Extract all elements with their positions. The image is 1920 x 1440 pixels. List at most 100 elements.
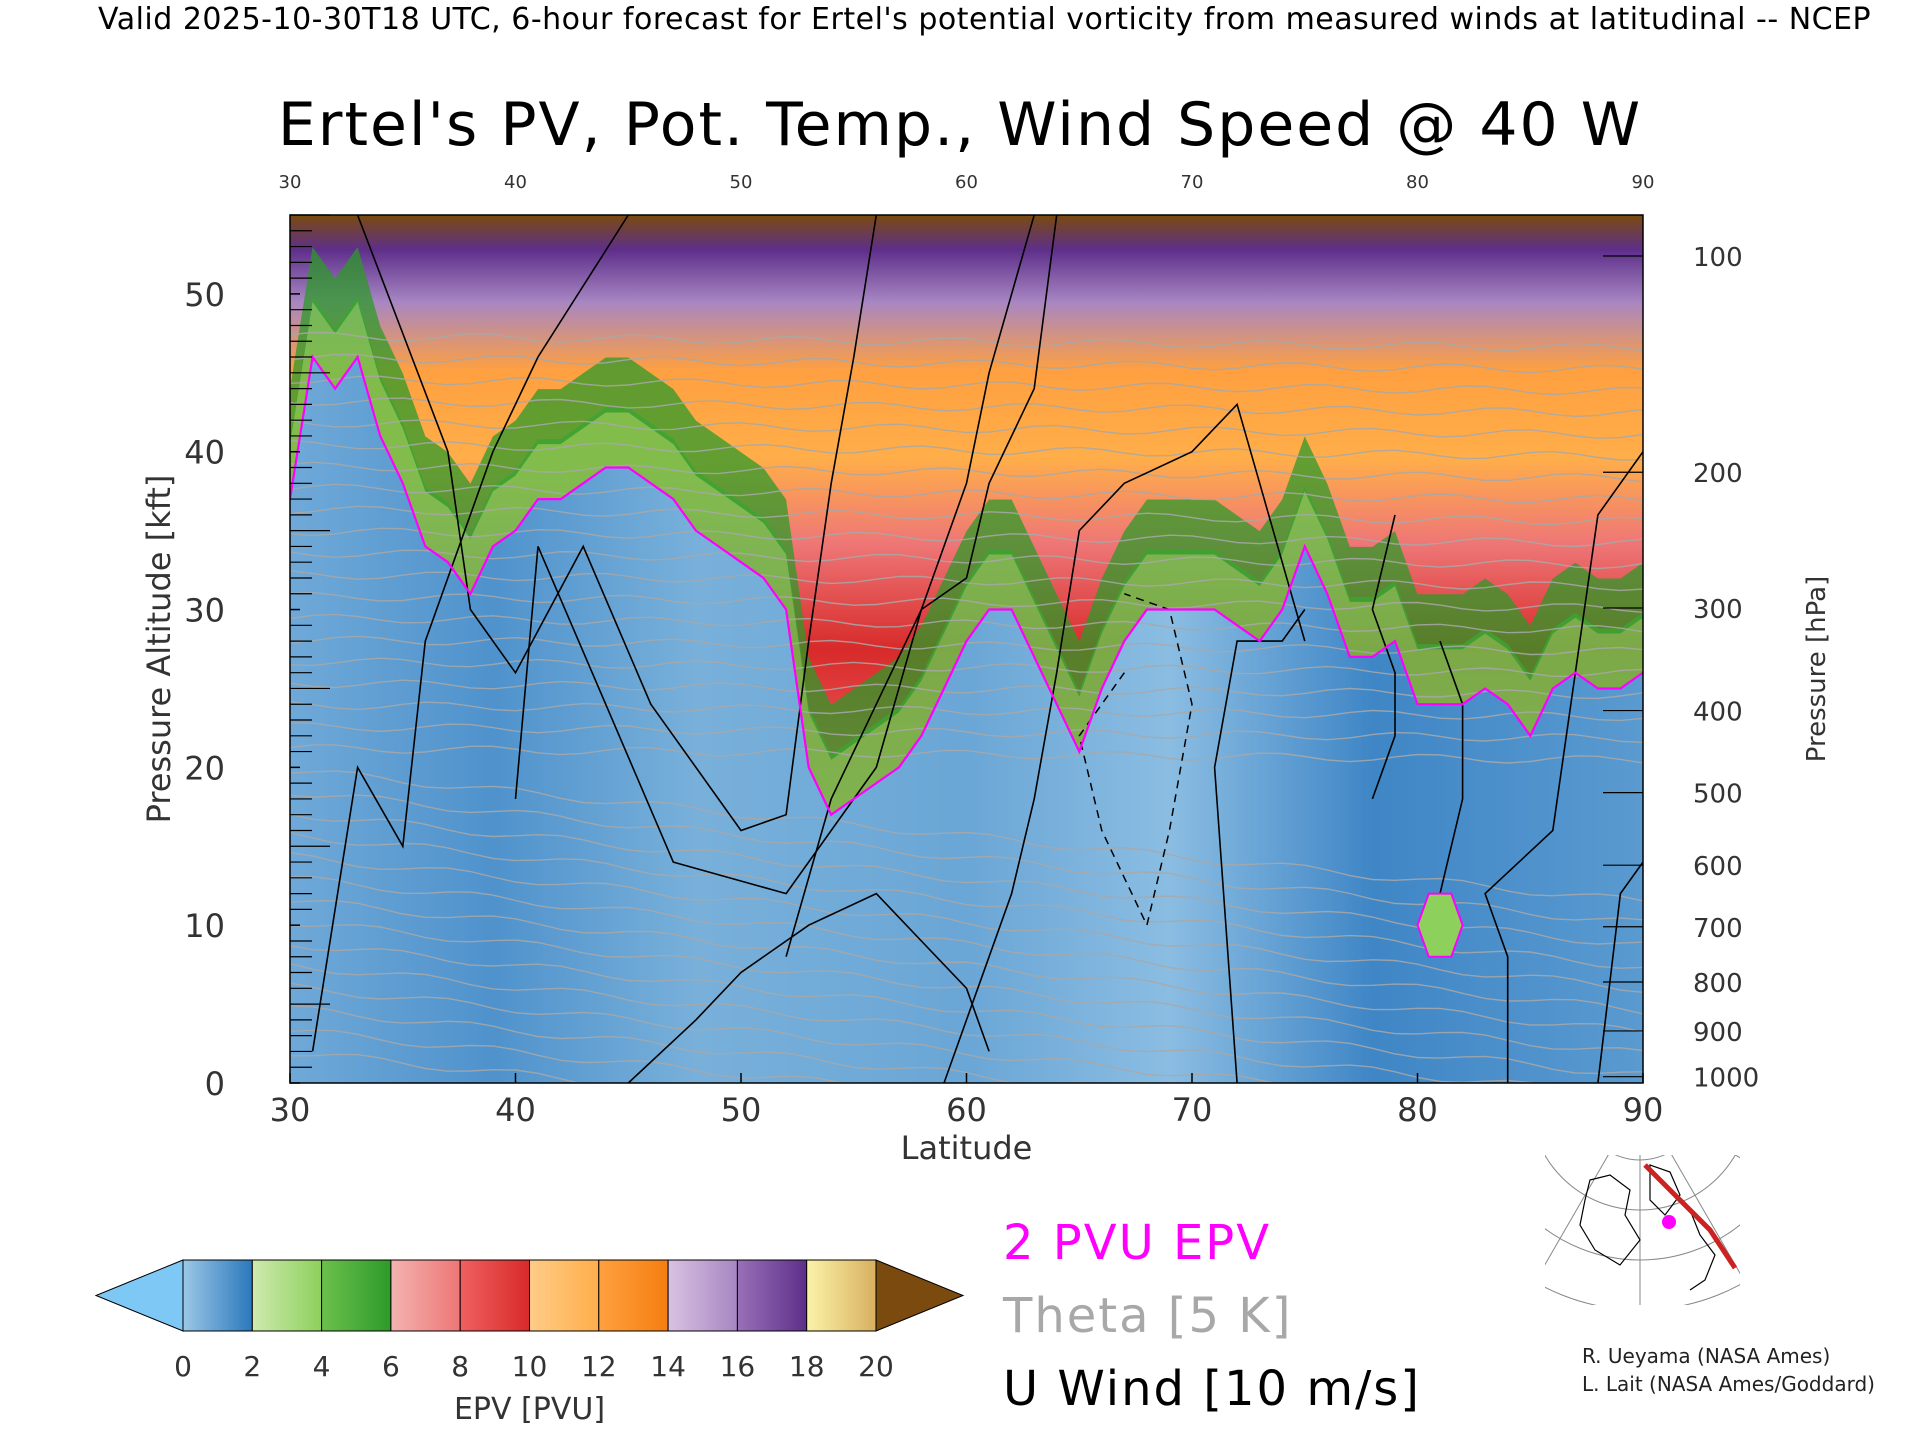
x-tick-label: 70 [1172, 1091, 1213, 1129]
theta-contour-line [290, 679, 1643, 700]
theta-contour-line [290, 439, 1643, 461]
map-coastline [1579, 1174, 1641, 1266]
uwind-contour-line [1597, 861, 1643, 1083]
y-axis-label: Pressure Altitude [kft] [140, 475, 178, 824]
x-top-tick-label: 80 [1406, 172, 1429, 193]
map-meridian [1734, 1155, 1740, 1159]
colorbar-bin [667, 1259, 738, 1332]
colorbar-bin [390, 1259, 461, 1332]
x-top-tick-label: 50 [730, 172, 753, 193]
uwind-contour-line [943, 402, 1306, 1083]
pressure-tick-label: 1000 [1693, 1064, 1759, 1094]
x-axis-label: Latitude [901, 1129, 1033, 1167]
pv-band-2-4 [290, 297, 1643, 815]
chart-title: Ertel's PV, Pot. Temp., Wind Speed @ 40 … [277, 90, 1643, 160]
theta-contour-line [290, 549, 1643, 570]
pressure-tick-label: 300 [1693, 595, 1743, 625]
forecast-headline: Valid 2025-10-30T18 UTC, 6-hour forecast… [98, 2, 1872, 37]
uwind-contour-line [1484, 451, 1643, 1083]
theta-contour-line [290, 770, 1643, 902]
colorbar-bin [459, 1259, 531, 1332]
theta-contour-line [290, 657, 1643, 677]
theta-contour-line [290, 700, 1643, 722]
uwind-contour-line [1371, 514, 1396, 800]
theta-contour-line [290, 744, 1643, 764]
theta-contour-line [290, 570, 1643, 592]
y-tick-label: 20 [184, 749, 225, 787]
legend-2pvu-label: 2 PVU EPV [1003, 1215, 1272, 1271]
theta-contour-line [290, 527, 1643, 548]
x-tick-label: 40 [495, 1091, 536, 1129]
pressure-tick-label: 500 [1693, 780, 1743, 810]
colorbar-bin [598, 1259, 669, 1332]
y2-axis-label: Pressure [hPa] [1802, 576, 1832, 763]
colorbar-bin [736, 1259, 808, 1332]
y-tick-label: 0 [205, 1065, 225, 1103]
theta-contour-line [290, 982, 1275, 1083]
theta-contour-line [290, 353, 1643, 374]
colorbar-underflow [94, 1259, 184, 1332]
uwind-contour-line [1213, 609, 1306, 1083]
theta-contour-line [290, 831, 1643, 969]
uwind-contour-line [627, 892, 990, 1083]
map-location-marker [1662, 1215, 1676, 1229]
y-tick-label: 50 [184, 276, 225, 314]
colorbar-title: EPV [PVU] [454, 1392, 605, 1427]
map-meridian [1671, 1155, 1740, 1275]
colorbar-bin [529, 1259, 600, 1332]
pressure-tick-label: 900 [1693, 1018, 1743, 1048]
x-tick-label: 50 [721, 1091, 762, 1129]
colorbar-tick-label: 2 [243, 1350, 261, 1383]
x-top-tick-label: 60 [955, 172, 978, 193]
x-tick-label: 90 [1623, 1091, 1664, 1129]
credit-line-2: L. Lait (NASA Ames/Goddard) [1582, 1372, 1875, 1396]
theta-contour-line [290, 1005, 1100, 1083]
pressure-tick-label: 100 [1693, 243, 1743, 273]
legend-uwind-label: U Wind [10 m/s] [1003, 1361, 1422, 1417]
uwind-contour-line [356, 215, 878, 832]
map-coastline [1649, 1164, 1681, 1216]
colorbar-tick-label: 6 [382, 1350, 400, 1383]
x-top-tick-label: 70 [1181, 172, 1204, 193]
uwind-contour-line [785, 215, 1058, 957]
y-tick-label: 40 [184, 434, 225, 472]
theta-contour-line [290, 945, 1643, 1075]
colorbar-tick-label: 12 [581, 1350, 617, 1383]
colorbar-tick-label: 10 [512, 1350, 548, 1383]
pressure-tick-label: 700 [1693, 914, 1743, 944]
uwind-contour-line [514, 215, 1035, 895]
colorbar-tick-label: 0 [174, 1350, 192, 1383]
credit-line-1: R. Ueyama (NASA Ames) [1582, 1344, 1831, 1368]
uwind-contours [311, 215, 1643, 1083]
theta-contour-line [290, 924, 1643, 1052]
y-tick-label: 30 [184, 592, 225, 630]
pressure-tick-label: 800 [1693, 969, 1743, 999]
theta-contour-line [290, 852, 1643, 993]
theta-contour-line [290, 591, 1643, 613]
pvu-2-line [290, 354, 1643, 817]
pv-band-4-6 [290, 247, 1643, 760]
colorbar-tick-label: 20 [858, 1350, 894, 1383]
theta-contour-line [290, 899, 1643, 1033]
colorbar-bin [251, 1259, 323, 1332]
theta-contour-line [290, 375, 1643, 396]
colorbar-bin [321, 1259, 392, 1332]
pressure-tick-label: 200 [1693, 459, 1743, 489]
theta-contour-line [290, 794, 1643, 921]
colorbar-tick-label: 4 [313, 1350, 331, 1383]
map-frame [1545, 1155, 1740, 1305]
theta-contour-line [290, 461, 1643, 483]
pvu-2-blob [1416, 892, 1464, 958]
theta-contour-line [290, 722, 1643, 744]
pvu-2-contour [290, 354, 1643, 958]
colorbar-tick-label: 14 [650, 1350, 686, 1383]
theta-contour-line [290, 483, 1643, 504]
x-tick-label: 60 [946, 1091, 987, 1129]
theta-contour-line [290, 331, 1643, 352]
map-meridian [1545, 1155, 1546, 1156]
colorbar-bin [806, 1259, 877, 1332]
colorbar-overflow [875, 1259, 965, 1332]
y-tick-label: 10 [184, 907, 225, 945]
